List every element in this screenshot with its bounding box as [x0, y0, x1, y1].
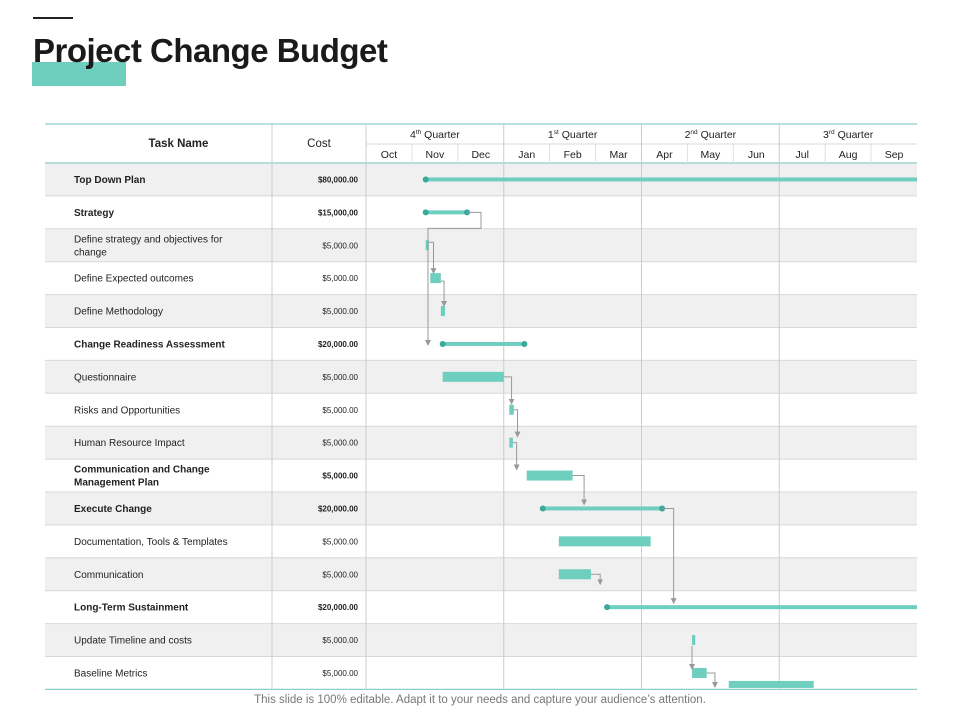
task-cost: $5,000.00	[322, 406, 358, 415]
row-shade	[45, 492, 917, 525]
task-cost: $20,000.00	[318, 504, 359, 513]
task-cost: $5,000.00	[322, 439, 358, 448]
month-label: Jul	[795, 149, 808, 161]
task-bar	[692, 667, 707, 678]
task-cost: $20,000.00	[318, 603, 359, 612]
dependency-arrow	[512, 442, 520, 471]
task-bar	[526, 470, 573, 481]
month-label: Mar	[609, 149, 628, 161]
task-name: Risks and Opportunities	[74, 405, 180, 416]
row-shade	[45, 557, 917, 591]
task-cost: $80,000.00	[318, 175, 359, 184]
summary-bar	[425, 177, 917, 182]
month-label: Sep	[885, 149, 904, 161]
summary-start-marker	[539, 505, 546, 512]
dependency-arrow	[572, 475, 588, 506]
task-name: Define Expected outcomes	[74, 274, 194, 285]
month-label: Jun	[748, 149, 765, 161]
cost-header: Cost	[307, 138, 331, 150]
task-name: Communication and Change Management Plan	[74, 465, 210, 489]
month-label: Nov	[426, 149, 445, 161]
row-shade	[45, 623, 917, 657]
task-bar	[558, 569, 591, 580]
dependency-arrow	[662, 507, 677, 605]
footer-note: This slide is 100% editable. Adapt it to…	[254, 694, 706, 706]
task-name: Top Down Plan	[74, 175, 145, 186]
task-bar	[440, 306, 445, 317]
dependency-arrow	[706, 672, 718, 688]
summary-bar	[607, 605, 917, 610]
dependency-arrow	[513, 409, 521, 438]
summary-start-marker	[604, 604, 611, 611]
summary-start-marker	[439, 340, 446, 347]
task-cost: $5,000.00	[322, 274, 358, 283]
month-label: Jan	[518, 149, 535, 161]
task-name: Documentation, Tools & Templates	[74, 537, 228, 548]
task-name: Change Readiness Assessment	[74, 339, 225, 350]
task-bar	[442, 371, 504, 382]
task-bar	[430, 273, 441, 284]
quarter-label: 3rd Quarter	[823, 129, 874, 141]
task-cost: $5,000.00	[322, 373, 358, 382]
task-cost: $5,000.00	[322, 472, 358, 481]
top-rule	[33, 17, 73, 19]
task-cost: $20,000.00	[318, 340, 359, 349]
page-title: Project Change Budget	[33, 32, 388, 69]
task-name: Update Timeline and costs	[74, 636, 192, 647]
summary-start-marker	[422, 176, 429, 183]
task-bar	[509, 437, 513, 448]
task-cost: $5,000.00	[322, 537, 358, 546]
task-bar	[509, 404, 514, 415]
row-shade	[45, 228, 917, 262]
task-cost: $15,000,00	[318, 208, 359, 217]
task-cost: $5,000.00	[322, 669, 358, 678]
month-label: May	[700, 149, 721, 161]
task-name: Define strategy and objectives for change	[74, 234, 223, 258]
task-name: Execute Change	[74, 504, 152, 515]
month-label: Oct	[381, 149, 397, 161]
month-label: Aug	[839, 149, 858, 161]
quarter-label: 1st Quarter	[548, 129, 598, 141]
task-bar	[692, 635, 696, 646]
task-name: Human Resource Impact	[74, 438, 185, 449]
task-bar-extra	[728, 680, 814, 688]
task-name: Long-Term Sustainment	[74, 603, 189, 614]
task-name: Define Methodology	[74, 307, 163, 318]
task-name: Baseline Metrics	[74, 668, 147, 679]
task-cost: $5,000.00	[322, 636, 358, 645]
summary-end-marker	[521, 340, 528, 347]
task-name: Communication	[74, 570, 143, 581]
month-label: Apr	[656, 149, 673, 161]
summary-bar	[442, 341, 525, 346]
summary-bar	[425, 210, 468, 215]
task-name: Strategy	[74, 208, 114, 219]
quarter-label: 4th Quarter	[410, 129, 460, 141]
month-label: Feb	[564, 149, 582, 161]
task-cost: $5,000.00	[322, 307, 358, 316]
task-name: Questionnaire	[74, 372, 137, 383]
task-bar	[425, 240, 429, 251]
row-shade	[45, 294, 917, 328]
task-name-header: Task Name	[149, 138, 209, 150]
row-shade	[45, 426, 917, 460]
month-label: Dec	[471, 149, 490, 161]
task-cost: $5,000.00	[322, 241, 358, 250]
task-cost: $5,000.00	[322, 570, 358, 579]
dependency-arrow	[590, 573, 604, 586]
task-bar	[558, 536, 651, 547]
dependency-arrow	[424, 211, 482, 346]
summary-bar	[542, 506, 663, 511]
summary-start-marker	[422, 209, 429, 216]
title-accent-bar	[32, 62, 126, 86]
dependency-arrow	[428, 241, 437, 275]
quarter-label: 2nd Quarter	[685, 129, 737, 141]
dependency-arrow	[503, 376, 515, 405]
dependency-arrow	[440, 280, 448, 308]
